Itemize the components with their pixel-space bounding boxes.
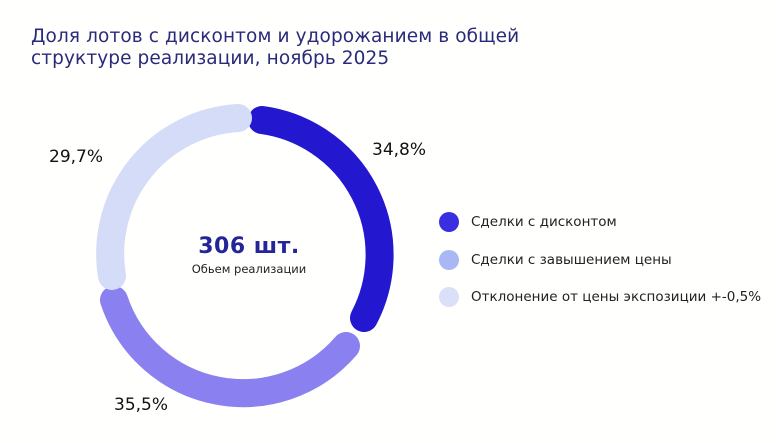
legend-dot-icon xyxy=(439,249,459,270)
legend-item-discount: Сделки с дисконтом xyxy=(439,212,761,232)
segment-markup xyxy=(100,286,360,408)
legend-dot-icon xyxy=(439,212,459,232)
center-total-value: 306 шт. xyxy=(198,234,300,259)
legend-label: Сделки с дисконтом xyxy=(471,214,617,230)
legend-label: Отклонение от цены экспозиции +-0,5% xyxy=(471,289,762,305)
legend-item-markup: Сделки с завышением цены xyxy=(439,249,761,270)
segment-discount xyxy=(248,106,394,332)
legend: Сделки с дисконтом Сделки с завышением ц… xyxy=(439,212,761,325)
label-discount-pct: 34,8% xyxy=(372,140,427,160)
label-deviation-pct: 29,7% xyxy=(49,147,104,167)
chart-title-line-2: структуре реализации, ноябрь 2025 xyxy=(31,48,390,69)
legend-dot-icon xyxy=(439,287,459,307)
legend-item-deviation: Отклонение от цены экспозиции +-0,5% xyxy=(439,287,761,307)
chart-title: Доля лотов с дисконтом и удорожанием в о… xyxy=(31,26,571,70)
chart-title-line-1: Доля лотов с дисконтом и удорожанием в о… xyxy=(31,26,520,47)
center-total-label: Обьем реализации xyxy=(191,262,307,276)
label-markup-pct: 35,5% xyxy=(114,395,169,415)
legend-label: Сделки с завышением цены xyxy=(471,251,672,268)
segment-deviation xyxy=(96,104,252,290)
